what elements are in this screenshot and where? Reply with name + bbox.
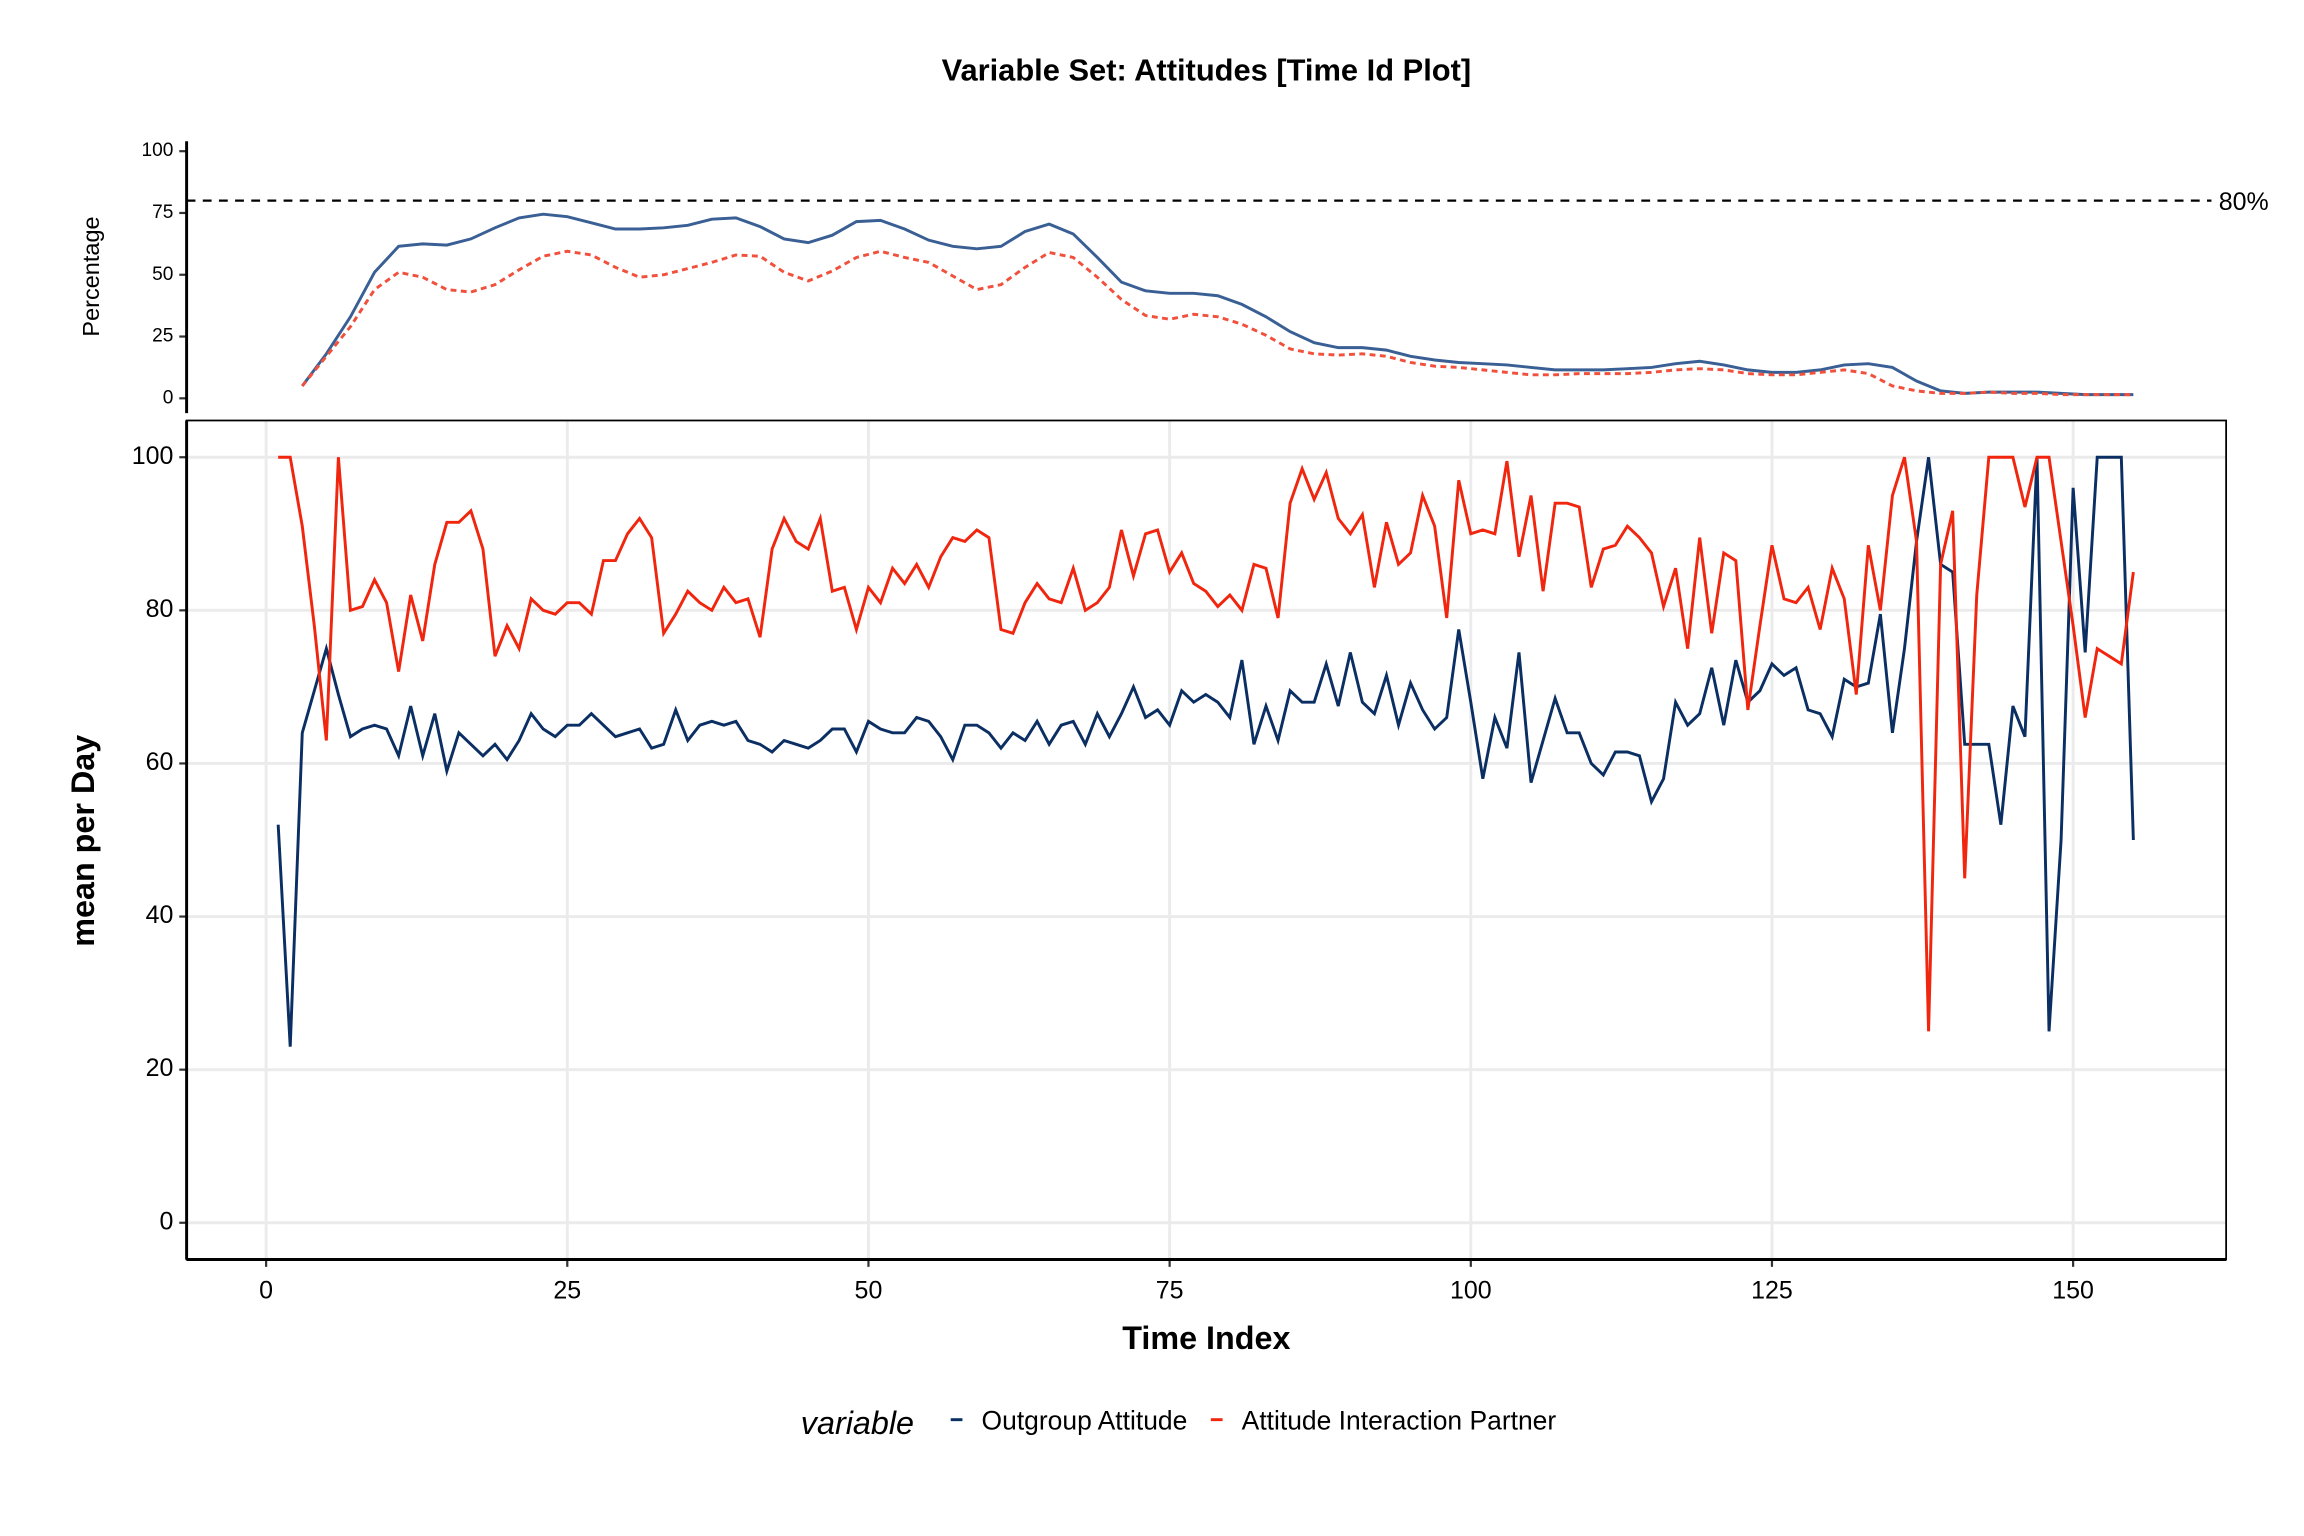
x-axis-title: Time Index bbox=[1122, 1320, 1290, 1356]
y-tick-label: 60 bbox=[146, 748, 174, 776]
y-tick-label: 100 bbox=[132, 442, 174, 470]
x-tick-label: 150 bbox=[2052, 1276, 2094, 1304]
y-tick-label: 0 bbox=[159, 1207, 173, 1235]
x-tick-label: 50 bbox=[855, 1276, 883, 1304]
plot-frame bbox=[185, 419, 2228, 1261]
chart-title: Variable Set: Attitudes [Time Id Plot] bbox=[942, 52, 1472, 87]
x-tick-label: 0 bbox=[259, 1276, 273, 1304]
y-tick-label: 40 bbox=[146, 901, 174, 929]
data-line bbox=[301, 212, 2134, 397]
reference-label: 80% bbox=[2219, 188, 2269, 216]
y-tick-label: 100 bbox=[142, 140, 174, 161]
legend-label: Outgroup Attitude bbox=[982, 1406, 1188, 1436]
data-line bbox=[276, 455, 2135, 1047]
legend-title: variable bbox=[801, 1405, 914, 1441]
y-axis-title: Percentage bbox=[78, 216, 104, 336]
x-tick-label: 125 bbox=[1751, 1276, 1793, 1304]
legend-label: Attitude Interaction Partner bbox=[1242, 1406, 1557, 1436]
data-line bbox=[278, 455, 2135, 1032]
x-tick-label: 25 bbox=[553, 1276, 581, 1304]
data-line bbox=[301, 249, 2134, 397]
y-tick-label: 75 bbox=[152, 202, 173, 223]
y-tick-label: 80 bbox=[146, 595, 174, 623]
y-tick-label: 50 bbox=[152, 264, 173, 285]
x-tick-label: 75 bbox=[1156, 1276, 1184, 1304]
y-axis-title: mean per Day bbox=[65, 735, 101, 947]
y-tick-label: 25 bbox=[152, 326, 173, 347]
x-tick-label: 100 bbox=[1450, 1276, 1492, 1304]
y-tick-label: 20 bbox=[146, 1054, 174, 1082]
y-tick-label: 0 bbox=[163, 387, 174, 408]
